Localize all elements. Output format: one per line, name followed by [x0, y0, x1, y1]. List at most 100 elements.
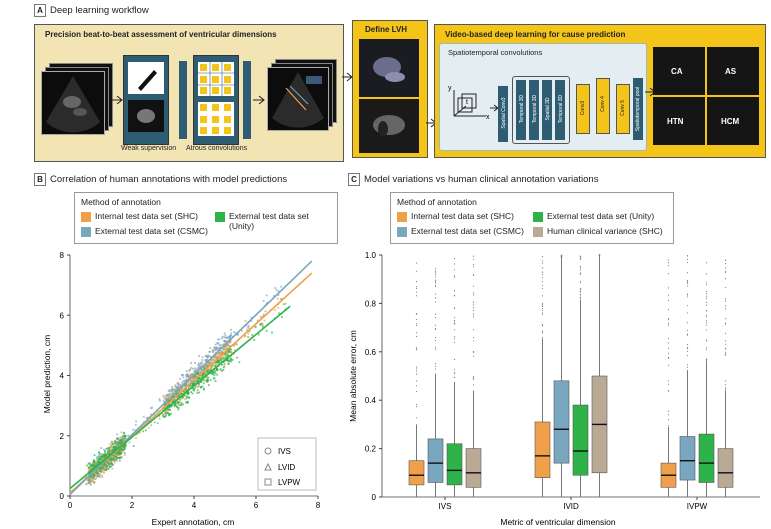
scatter-point — [168, 395, 170, 398]
box-outlier — [415, 286, 418, 288]
scatter-point — [193, 369, 196, 372]
box-outlier — [434, 293, 437, 295]
box-outlier — [415, 324, 418, 327]
scatter-point — [220, 344, 223, 346]
scatter-point — [95, 462, 98, 465]
scatter-point — [226, 344, 229, 347]
scatter-point — [123, 444, 126, 447]
scatter-point — [173, 390, 176, 392]
scatter-point — [247, 332, 250, 335]
box-outlier — [579, 269, 582, 271]
box-outlier — [705, 340, 708, 342]
scatter-point — [93, 471, 96, 474]
scatter-point — [281, 316, 283, 319]
scatter-point — [115, 441, 118, 444]
box-outlier — [453, 316, 456, 319]
scatter-point — [190, 378, 193, 381]
box-outlier — [434, 362, 437, 365]
scatter-point — [262, 300, 265, 303]
scatter-point — [142, 415, 145, 418]
scatter-point — [172, 396, 174, 399]
scatter-point — [211, 372, 213, 375]
scatter-point — [191, 385, 193, 387]
box-outlier — [705, 304, 708, 306]
scatter-point — [194, 380, 197, 383]
box-outlier — [541, 330, 544, 332]
box-outlier — [415, 366, 418, 368]
square-icon — [264, 478, 272, 486]
scatter-point — [100, 467, 103, 470]
panel-c-legend: Method of annotation Internal test data … — [390, 192, 674, 244]
scatter-point — [217, 338, 220, 341]
scatter-point — [170, 405, 173, 408]
box-outlier — [415, 280, 418, 283]
scatter-point — [176, 406, 178, 408]
scatter-point — [247, 325, 250, 327]
scatter-point — [211, 371, 213, 374]
box-outlier — [686, 312, 689, 314]
scatter-point — [116, 433, 119, 436]
scatter-point — [150, 407, 152, 410]
scatter-point — [102, 454, 104, 457]
scatter-point — [113, 453, 116, 455]
scatter-point — [89, 479, 91, 482]
box-outlier — [579, 295, 582, 297]
scatter-point — [164, 412, 167, 415]
box-outlier — [667, 324, 670, 326]
box-outlier — [415, 380, 418, 382]
scatter-point — [95, 476, 98, 479]
scatter-point — [169, 394, 172, 397]
scatter-point — [116, 438, 119, 441]
scatter-point — [115, 456, 118, 459]
scatter-point — [121, 440, 124, 443]
box-outlier — [724, 351, 727, 353]
scatter-point — [105, 469, 107, 472]
box-outlier — [667, 287, 670, 289]
box-ytick-label: 0.2 — [365, 445, 377, 454]
scatter-point — [256, 319, 259, 322]
scatter-point — [214, 372, 217, 375]
box-outlier — [434, 281, 437, 284]
scatter-point — [111, 456, 114, 459]
box-outlier — [415, 291, 418, 293]
scatter-point — [195, 368, 198, 371]
box-outlier — [724, 259, 727, 261]
scatter-point — [225, 359, 228, 362]
box-outlier — [724, 340, 727, 342]
box-outlier — [472, 307, 475, 309]
scatter-point — [123, 454, 126, 456]
scatter-point — [84, 476, 87, 479]
scatter-point — [112, 458, 115, 461]
scatter-point — [229, 351, 232, 353]
box-outlier — [453, 294, 456, 297]
scatter-point — [112, 459, 115, 462]
scatter-point — [177, 395, 180, 398]
scatter-point — [163, 397, 165, 400]
box-outlier — [541, 331, 544, 334]
scatter-point — [175, 388, 177, 391]
scatter-point — [177, 403, 180, 406]
scatter-point — [188, 396, 191, 399]
box-outlier — [453, 258, 456, 260]
scatter-point — [92, 476, 95, 479]
scatter-point — [110, 446, 113, 449]
scatter-point — [115, 447, 118, 450]
scatter-point — [142, 430, 145, 433]
box-outlier — [434, 328, 437, 330]
scatter-point — [184, 379, 187, 382]
box-outlier — [686, 355, 689, 357]
box-outlier — [667, 259, 670, 261]
scatter-point — [213, 347, 216, 350]
scatter-point — [112, 457, 115, 460]
scatter-point — [210, 359, 213, 362]
scatter-point — [98, 458, 101, 460]
scatter-point — [93, 459, 95, 462]
scatter-point — [180, 401, 183, 404]
section1-title: Precision beat-to-beat assessment of ven… — [45, 30, 277, 39]
scatter-point — [145, 417, 148, 419]
box-outlier — [415, 347, 418, 349]
scatter-point — [197, 385, 199, 388]
scatter-point — [115, 452, 118, 454]
box-outlier — [453, 368, 456, 370]
scatter-point — [222, 357, 225, 360]
